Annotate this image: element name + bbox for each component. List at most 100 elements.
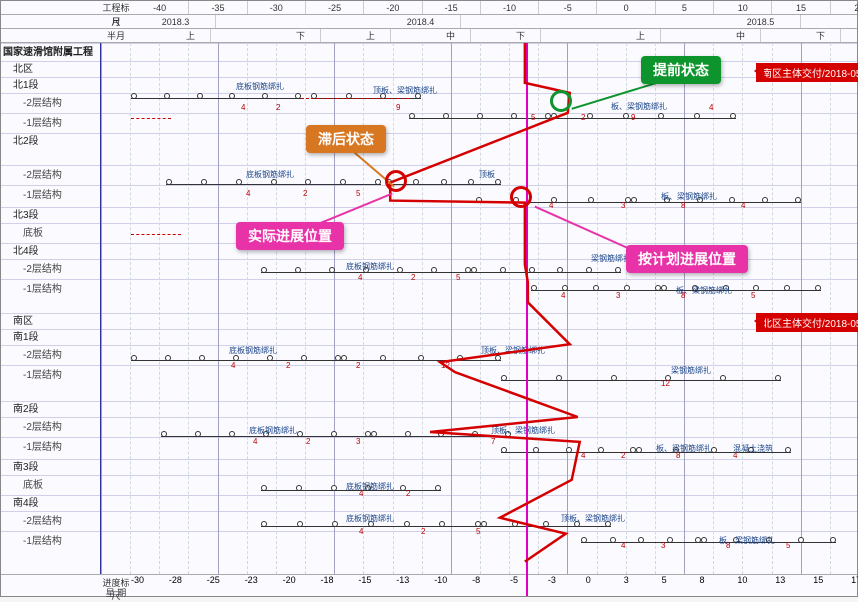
duration-badge: 4 — [741, 201, 745, 210]
behind-marker — [510, 186, 532, 208]
row-label: -1层结构 — [1, 365, 100, 385]
task-segment — [341, 353, 501, 367]
duration-badge: 4 — [253, 437, 257, 446]
footer-row: 进度标尺 星 期 -30-28-25-23-20-18-15-13-10-8-5… — [1, 574, 857, 596]
h-grid-line — [101, 401, 857, 402]
duration-badge: 12 — [661, 379, 670, 388]
duration-badge: 12 — [441, 361, 450, 370]
task-label: 梁钢筋绑扎 — [671, 365, 711, 376]
half-month-label: 上 — [621, 29, 661, 42]
duration-badge: 2 — [621, 451, 625, 460]
v-grid-line — [101, 43, 102, 574]
status-callout: 按计划进展位置 — [626, 245, 748, 273]
row-label: 底板 — [1, 475, 100, 495]
duration-badge: 2 — [411, 273, 415, 282]
duration-badge: 4 — [231, 361, 235, 370]
duration-badge: 3 — [356, 437, 360, 446]
row-label: -2层结构 — [1, 511, 100, 531]
h-grid-line — [101, 133, 857, 134]
task-label: 底板钢筋绑扎 — [346, 261, 394, 272]
scale-top-tick: -10 — [481, 1, 539, 14]
row-label: 底板 — [1, 223, 100, 243]
h-grid-line — [101, 279, 857, 280]
duration-badge: 5 — [751, 291, 755, 300]
row-label: 北4段 — [1, 243, 100, 259]
half-month-label: 中 — [431, 29, 471, 42]
row-label: 南2段 — [1, 401, 100, 417]
scale-bottom-tick: -25 — [207, 575, 245, 585]
task-segment — [471, 265, 621, 279]
duration-badge: 9 — [396, 103, 400, 112]
scale-top-tick: -30 — [248, 1, 306, 14]
scale-top-tick: -20 — [364, 1, 422, 14]
row-label: -1层结构 — [1, 437, 100, 457]
scale-bottom-tick: -20 — [283, 575, 321, 585]
row-label: -1层结构 — [1, 531, 100, 551]
task-segment — [551, 111, 736, 125]
milestone-flag: 南区主体交付/2018-05-18 — [756, 63, 858, 82]
scale-bottom-tick: 5 — [662, 575, 700, 585]
scale-top-tick: 10 — [714, 1, 772, 14]
half-month-label: 下 — [801, 29, 841, 42]
half-month-label: 上 — [171, 29, 211, 42]
row-label: -2层结构 — [1, 345, 100, 365]
task-label: 板、梁钢筋绑扎 — [661, 191, 717, 202]
duration-badge: 2 — [356, 361, 360, 370]
duration-badge: 2 — [306, 437, 310, 446]
week-label: 星 期 — [101, 586, 131, 599]
duration-badge: 5 — [476, 527, 480, 536]
task-segment — [501, 373, 781, 387]
duration-badge: 4 — [241, 103, 245, 112]
header-scale-row: 工程标尺 -40-35-30-25-20-15-10-505101520 — [1, 1, 857, 15]
task-label: 梁钢筋绑扎 — [591, 253, 631, 264]
status-callout: 实际进展位置 — [236, 222, 344, 250]
duration-badge: 2 — [286, 361, 290, 370]
scale-bottom-tick: -8 — [472, 575, 510, 585]
task-label: 顶板、梁钢筋绑扎 — [481, 345, 545, 356]
duration-badge: 9 — [631, 113, 635, 122]
scale-bottom-tick: 17 — [851, 575, 858, 585]
h-grid-line — [101, 223, 857, 224]
task-segment — [531, 283, 661, 297]
h-grid-line — [101, 511, 857, 512]
h-grid-line — [101, 345, 857, 346]
task-segment — [409, 111, 551, 125]
h-grid-line — [101, 459, 857, 460]
scale-bottom-tick: 3 — [624, 575, 662, 585]
header-month-row: 月 2018.32018.42018.5 — [1, 15, 857, 29]
duration-badge: 4 — [358, 273, 362, 282]
task-label: 底板钢筋绑扎 — [346, 513, 394, 524]
h-grid-line — [101, 61, 857, 62]
h-grid-line — [101, 43, 857, 44]
scale-bottom-tick: -13 — [396, 575, 434, 585]
duration-badge: 3 — [616, 291, 620, 300]
row-label: -2层结构 — [1, 259, 100, 279]
scale-bottom-tick: -3 — [548, 575, 586, 585]
duration-badge: 4 — [581, 451, 585, 460]
gantt-chart: 工程标尺 -40-35-30-25-20-15-10-505101520 月 2… — [0, 0, 858, 597]
task-label: 底板钢筋绑扎 — [229, 345, 277, 356]
duration-badge: 5 — [456, 273, 460, 282]
ahead-marker — [550, 90, 572, 112]
task-label: 板、梁钢筋绑扎 — [611, 101, 667, 112]
duration-badge: 3 — [621, 201, 625, 210]
half-month-label: 下 — [501, 29, 541, 42]
row-label: 南3段 — [1, 459, 100, 475]
scale-bottom-tick: -15 — [358, 575, 396, 585]
scale-top-tick: -15 — [423, 1, 481, 14]
task-segment — [581, 535, 701, 549]
row-label: 北区 — [1, 61, 100, 77]
duration-badge: 5 — [356, 189, 360, 198]
task-label: 板、梁钢筋绑扎 — [656, 443, 712, 454]
scale-bottom-tick: -28 — [169, 575, 207, 585]
duration-badge: 3 — [661, 541, 665, 550]
milestone-flag: 北区主体交付/2018-05-18 — [756, 313, 858, 332]
task-label: 混凝土浇筑 — [733, 443, 773, 454]
row-label: -1层结构 — [1, 185, 100, 205]
scale-top-tick: -35 — [189, 1, 247, 14]
duration-badge: 8 — [726, 541, 730, 550]
scale-top-tick: -40 — [131, 1, 189, 14]
duration-badge: 8 — [676, 451, 680, 460]
grid-area: 底板钢筋绑扎顶板、梁钢筋绑扎板、梁钢筋绑扎底板钢筋绑扎顶板板、梁钢筋绑扎底板钢筋… — [101, 43, 857, 574]
duration-badge: 8 — [681, 201, 685, 210]
